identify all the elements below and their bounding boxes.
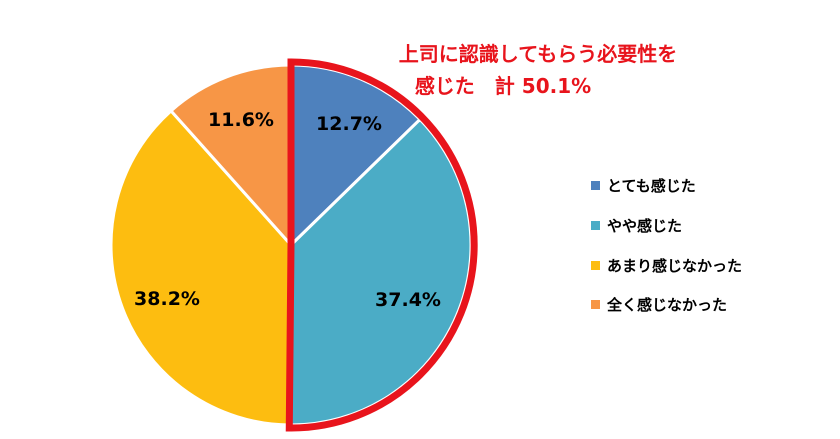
legend-label-yaya: やや感じた bbox=[607, 217, 682, 235]
slice-mattaku bbox=[169, 63, 293, 247]
slice-label-mattaku: 11.6% bbox=[208, 109, 274, 131]
legend-item-totemo: とても感じた bbox=[591, 177, 696, 195]
highlight-callout-line-2: 感じた 計 50.1% bbox=[415, 74, 591, 98]
legend-swatch-amari bbox=[591, 261, 600, 270]
legend-label-totemo: とても感じた bbox=[607, 177, 696, 195]
highlight-callout-line-1: 上司に認識してもらう必要性を bbox=[399, 42, 677, 66]
legend-swatch-mattaku bbox=[591, 300, 600, 309]
slice-amari bbox=[109, 109, 293, 427]
legend-swatch-yaya bbox=[591, 221, 600, 230]
legend-label-amari: あまり感じなかった bbox=[607, 257, 742, 275]
legend-swatch-totemo bbox=[591, 181, 600, 190]
highlight-group: 上司に認識してもらう必要性を 感じた 計 50.1% bbox=[285, 42, 677, 432]
slice-labels: 12.7% 37.4% 38.2% 11.6% bbox=[134, 109, 441, 311]
slice-label-totemo: 12.7% bbox=[316, 113, 382, 135]
slice-label-yaya: 37.4% bbox=[375, 289, 441, 311]
legend-label-mattaku: 全く感じなかった bbox=[606, 296, 727, 314]
legend-item-amari: あまり感じなかった bbox=[591, 257, 742, 275]
legend-item-yaya: やや感じた bbox=[591, 217, 682, 235]
highlight-outline bbox=[285, 58, 478, 432]
slice-label-amari: 38.2% bbox=[134, 288, 200, 310]
legend-item-mattaku: 全く感じなかった bbox=[591, 296, 727, 314]
pie-slices bbox=[109, 63, 473, 427]
legend: とても感じた やや感じた あまり感じなかった 全く感じなかった bbox=[591, 177, 742, 314]
